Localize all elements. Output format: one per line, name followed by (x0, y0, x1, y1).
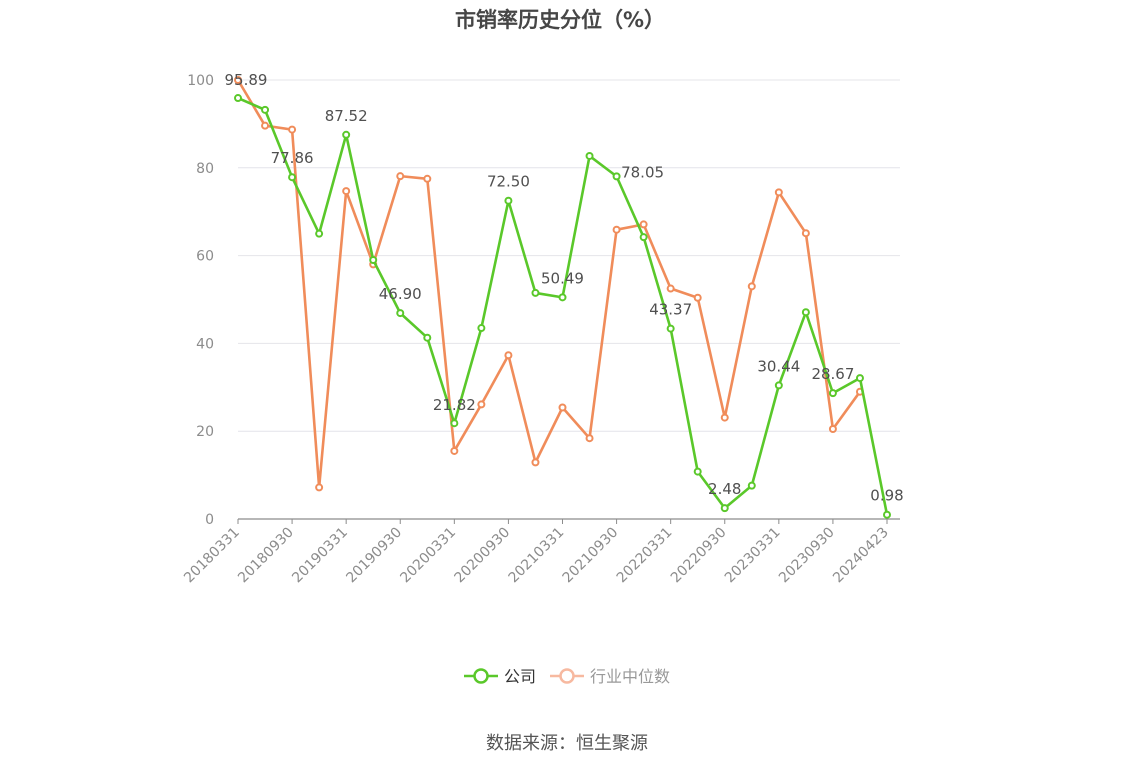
series-0 (234, 94, 891, 519)
data-source: 数据来源：恒生聚源 (486, 733, 648, 754)
legend-marker (559, 668, 575, 684)
data-point (261, 105, 270, 114)
data-point (558, 403, 567, 412)
data-label: 78.05 (621, 163, 664, 181)
x-tick-label: 20180930 (235, 525, 297, 587)
x-tick-label: 20210930 (560, 525, 622, 587)
legend-item-0: 公司 (464, 667, 536, 686)
data-label: 28.67 (811, 365, 854, 383)
data-label: 77.86 (271, 149, 314, 167)
legend: 公司 行业中位数 (464, 667, 670, 686)
data-point (261, 121, 270, 130)
data-point (423, 333, 432, 342)
data-point (234, 76, 242, 84)
data-point (612, 225, 621, 234)
data-point (315, 483, 324, 492)
data-point (747, 481, 756, 490)
data-label: 21.82 (433, 396, 476, 414)
legend-label: 公司 (504, 667, 536, 686)
x-tick-label: 20190331 (289, 525, 351, 587)
data-label: 0.98 (870, 487, 903, 505)
data-point (477, 400, 486, 409)
data-point (693, 293, 702, 302)
data-label: 72.50 (487, 173, 530, 191)
data-point (504, 196, 513, 205)
data-point (747, 282, 756, 291)
data-point (450, 419, 459, 428)
data-label: 87.52 (325, 107, 368, 125)
data-point (315, 229, 324, 238)
series-layer (234, 76, 891, 519)
series-1 (234, 76, 864, 492)
data-point (450, 446, 459, 455)
data-point (288, 125, 297, 134)
data-point (828, 425, 837, 434)
data-point (693, 467, 702, 476)
legend-item-1: 行业中位数 (550, 667, 670, 686)
x-tick-label: 20230930 (776, 525, 838, 587)
data-labels: 95.89 77.86 87.52 46.90 21.82 72.50 50.49 78.05… (225, 71, 904, 505)
data-label: 95.89 (225, 71, 268, 89)
data-point (558, 293, 567, 302)
series-line (236, 79, 862, 489)
data-point (855, 374, 864, 383)
y-tick-label: 100 (187, 73, 214, 89)
data-point (639, 220, 648, 229)
y-tick-label: 40 (196, 336, 214, 352)
data-point (342, 187, 351, 196)
data-point (234, 94, 242, 103)
data-point (720, 504, 729, 513)
legend-label: 行业中位数 (590, 667, 670, 686)
data-point (396, 172, 405, 181)
x-tick-label: 20200930 (452, 525, 514, 587)
data-label: 2.48 (708, 480, 741, 498)
data-point (288, 173, 297, 182)
data-point (531, 288, 540, 297)
y-tick-label: 60 (196, 249, 214, 265)
data-point (666, 324, 675, 333)
y-tick-label: 0 (205, 512, 214, 528)
data-point (612, 172, 621, 181)
grid-lines (238, 79, 900, 432)
data-point (423, 174, 432, 183)
data-point (477, 324, 486, 333)
data-point (585, 434, 594, 443)
chart-title: 市销率历史分位（%） (454, 8, 666, 32)
data-point (585, 151, 594, 160)
legend-marker (473, 668, 489, 684)
data-point (720, 413, 729, 422)
x-tick-label: 20210331 (506, 525, 568, 587)
y-tick-label: 20 (196, 424, 214, 440)
data-point (801, 308, 810, 317)
x-tick-label: 20240423 (830, 525, 892, 587)
data-point (531, 458, 540, 467)
x-tick-label: 20220930 (668, 525, 730, 587)
data-point (639, 233, 648, 242)
data-point (801, 229, 810, 238)
data-point (369, 255, 378, 264)
data-label: 50.49 (541, 269, 584, 287)
data-point (504, 351, 513, 360)
data-point (342, 130, 351, 139)
data-label: 43.37 (649, 301, 692, 319)
data-point (666, 284, 675, 293)
x-tick-label: 20180331 (181, 525, 243, 587)
data-label: 30.44 (757, 357, 800, 375)
x-tick-label: 20230331 (722, 525, 784, 587)
data-point (828, 389, 837, 398)
data-point (883, 510, 891, 519)
data-point (774, 188, 783, 197)
data-point (774, 381, 783, 390)
y-tick-label: 80 (196, 161, 214, 177)
x-tick-label: 20190930 (343, 525, 405, 587)
data-point (396, 309, 405, 318)
x-tick-label: 20200331 (397, 525, 459, 587)
data-label: 46.90 (379, 285, 422, 303)
x-tick-label: 20220331 (614, 525, 676, 587)
